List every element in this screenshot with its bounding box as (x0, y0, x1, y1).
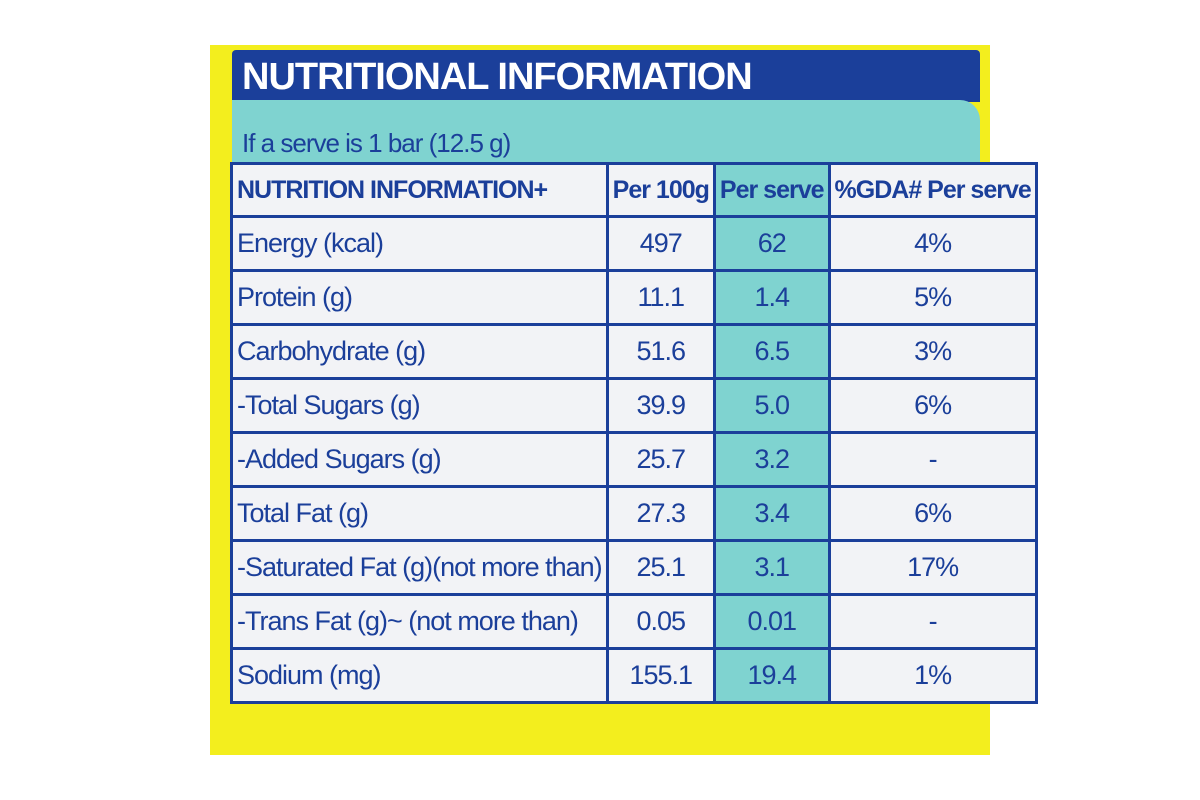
row: Total Fat (g) 27.3 3.4 6% (230, 485, 1038, 542)
cell: 39.9 (605, 377, 716, 434)
title-band (232, 50, 980, 102)
cell: 0.01 (712, 593, 831, 650)
row: Protein (g) 11.1 1.4 5% (230, 269, 1038, 326)
cell: 6% (827, 485, 1038, 542)
cell: 3.4 (712, 485, 831, 542)
row-label: Carbohydrate (g) (230, 323, 609, 380)
nutrition-table: NUTRITION INFORMATION+ Per 100g Per serve%… (230, 162, 1038, 704)
cell: 5.0 (712, 377, 831, 434)
cell: 27.3 (605, 485, 716, 542)
row: Energy (kcal) 497 62 4% (230, 215, 1038, 272)
row: Sodium (mg) 155.1 19.4 1% (230, 647, 1038, 704)
cell: %GDA# Per serve (827, 162, 1038, 218)
cell: 497 (605, 215, 716, 272)
cell: 155.1 (605, 647, 716, 704)
cell: 25.1 (605, 539, 716, 596)
row-label: -Trans Fat (g)~ (not more than) (230, 593, 609, 650)
title: NUTRITIONAL INFORMATION (242, 56, 753, 98)
cell: - (827, 431, 1038, 488)
row-label: -Saturated Fat (g)(not more than) (230, 539, 609, 596)
cell: - (827, 593, 1038, 650)
subtitle: If a serve is 1 bar (12.5 g) (242, 128, 511, 158)
cell: 1% (827, 647, 1038, 704)
cell: 3% (827, 323, 1038, 380)
cell: 17% (827, 539, 1038, 596)
cell: Per serve (712, 162, 831, 218)
cell: 6% (827, 377, 1038, 434)
cell: 4% (827, 215, 1038, 272)
header-row: NUTRITION INFORMATION+ Per 100g Per serve%… (230, 162, 1038, 218)
cell: 5% (827, 269, 1038, 326)
subtitle-band (232, 100, 980, 162)
row: -Added Sugars (g) 25.7 3.2- (230, 431, 1038, 488)
row-label: -Added Sugars (g) (230, 431, 609, 488)
row-label: Sodium (mg) (230, 647, 609, 704)
cell: 19.4 (712, 647, 831, 704)
cell: 25.7 (605, 431, 716, 488)
cell: Per 100g (605, 162, 716, 218)
cell: 62 (712, 215, 831, 272)
row: -Trans Fat (g)~ (not more than) 0.05 0.01- (230, 593, 1038, 650)
row-label: Energy (kcal) (230, 215, 609, 272)
row: -Total Sugars (g) 39.9 5.0 6% (230, 377, 1038, 434)
cell: 6.5 (712, 323, 831, 380)
row: Carbohydrate (g) 51.6 6.5 3% (230, 323, 1038, 380)
cell: 11.1 (605, 269, 716, 326)
cell: 1.4 (712, 269, 831, 326)
row: -Saturated Fat (g)(not more than) 25.1 3.1… (230, 539, 1038, 596)
row-label: Protein (g) (230, 269, 609, 326)
row-label: NUTRITION INFORMATION+ (230, 162, 609, 218)
row-label: Total Fat (g) (230, 485, 609, 542)
row-label: -Total Sugars (g) (230, 377, 609, 434)
cell: 3.1 (712, 539, 831, 596)
cell: 51.6 (605, 323, 716, 380)
cell: 3.2 (712, 431, 831, 488)
cell: 0.05 (605, 593, 716, 650)
